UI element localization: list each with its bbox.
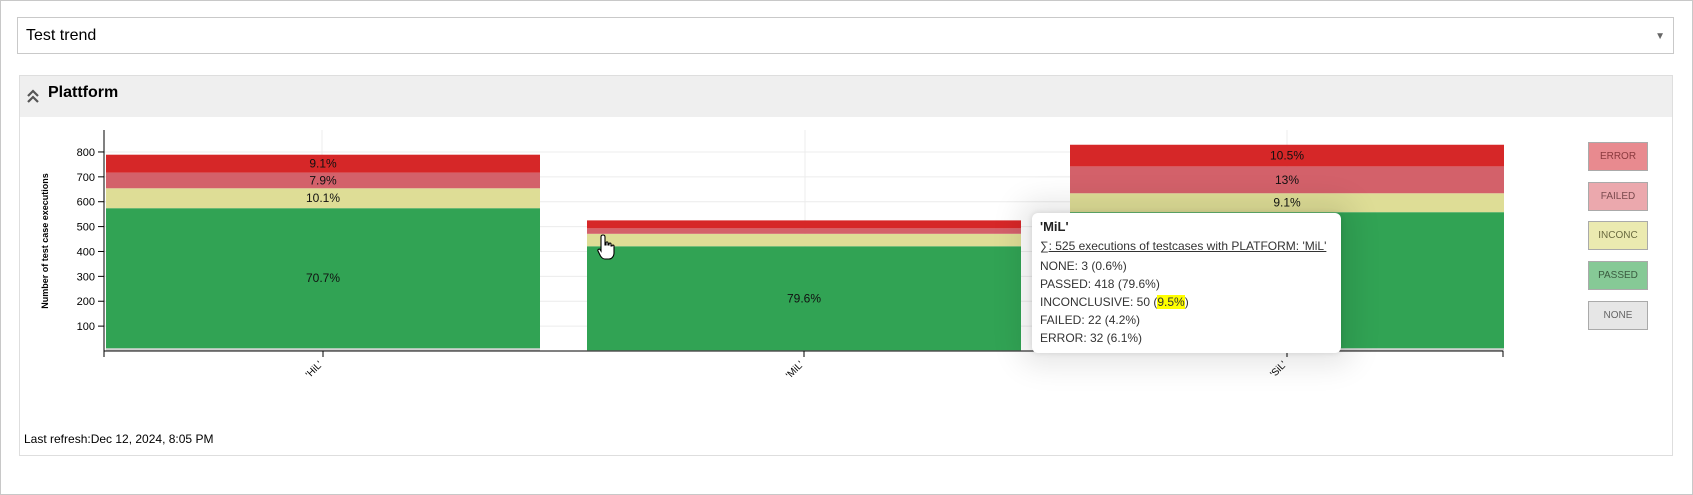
last-refresh: Last refresh:Dec 12, 2024, 8:05 PM — [24, 432, 214, 446]
y-tick-label: 700 — [77, 172, 95, 184]
panel-header: Plattform — [20, 76, 1672, 117]
data-label: 9.1% — [1273, 196, 1301, 210]
bar-segment — [587, 228, 1021, 234]
tooltip-failed: FAILED: 22 (4.2%) — [1040, 313, 1141, 327]
inconclusive-suffix: ) — [1184, 295, 1189, 309]
inconclusive-prefix: INCONCLUSIVE: 50 ( — [1040, 295, 1158, 309]
legend-item-failed[interactable]: FAILED — [1588, 182, 1648, 211]
tooltip-none: NONE: 3 (0.6%) — [1040, 259, 1127, 273]
data-label: 10.1% — [306, 191, 340, 205]
tooltip-sum: ∑: 525 executions of testcases with PLAT… — [1040, 239, 1333, 253]
y-tick-label: 400 — [77, 246, 95, 258]
tooltip-title: 'MiL' — [1040, 219, 1069, 234]
data-label: 10.5% — [1270, 149, 1304, 163]
hand-cursor-icon — [597, 234, 615, 260]
bar-segment — [1070, 193, 1504, 213]
view-select[interactable]: Test trend ▼ — [17, 17, 1674, 54]
chevron-down-icon: ▼ — [1655, 31, 1665, 42]
legend-item-error[interactable]: ERROR — [1588, 142, 1648, 171]
y-tick-label: 600 — [77, 197, 95, 209]
bar-segment — [1070, 166, 1504, 194]
bar-segment — [106, 188, 540, 209]
bar-segment — [587, 233, 1021, 247]
y-tick-label: 300 — [77, 271, 95, 283]
data-label: 70.7% — [306, 271, 340, 285]
tooltip-passed: PASSED: 418 (79.6%) — [1040, 277, 1160, 291]
bar-segment — [587, 220, 1021, 229]
tooltip-error: ERROR: 32 (6.1%) — [1040, 331, 1143, 345]
view-select-value: Test trend — [26, 27, 97, 44]
panel-title: Plattform — [48, 84, 119, 101]
bar-segment — [106, 208, 540, 349]
y-tick-label: 800 — [77, 147, 95, 159]
tooltip-inconclusive: INCONCLUSIVE: 50 (9.5%) — [1040, 293, 1333, 311]
bar-segment — [106, 348, 540, 351]
sum-text: : 525 executions of testcases with PLATF… — [1048, 239, 1327, 253]
legend-item-none[interactable]: NONE — [1588, 301, 1648, 330]
collapse-icon[interactable] — [26, 88, 40, 104]
x-tick-label: 'HiL' — [304, 359, 325, 380]
y-tick-label: 500 — [77, 222, 95, 234]
data-label: 79.6% — [787, 291, 821, 305]
data-label: 13% — [1275, 173, 1299, 187]
legend-item-inconc[interactable]: INCONC — [1588, 221, 1648, 250]
y-tick-label: 100 — [77, 321, 95, 333]
bar-segment — [1070, 144, 1504, 167]
data-label: 9.1% — [309, 157, 337, 171]
sum-symbol: ∑ — [1040, 239, 1049, 253]
y-tick-label: 200 — [77, 296, 95, 308]
x-tick-label: 'MiL' — [784, 359, 806, 381]
x-tick-label: 'SiL' — [1268, 359, 1289, 380]
chart-tooltip: 'MiL' ∑: 525 executions of testcases wit… — [1032, 213, 1341, 353]
data-label: 7.9% — [309, 173, 337, 187]
bar-segment — [106, 154, 540, 173]
y-axis-label: Number of test case executions — [40, 173, 50, 309]
bar-segment — [587, 246, 1021, 351]
bar-segment — [106, 172, 540, 189]
inconclusive-pct: 9.5% — [1157, 295, 1185, 309]
legend-item-passed[interactable]: PASSED — [1588, 261, 1648, 290]
